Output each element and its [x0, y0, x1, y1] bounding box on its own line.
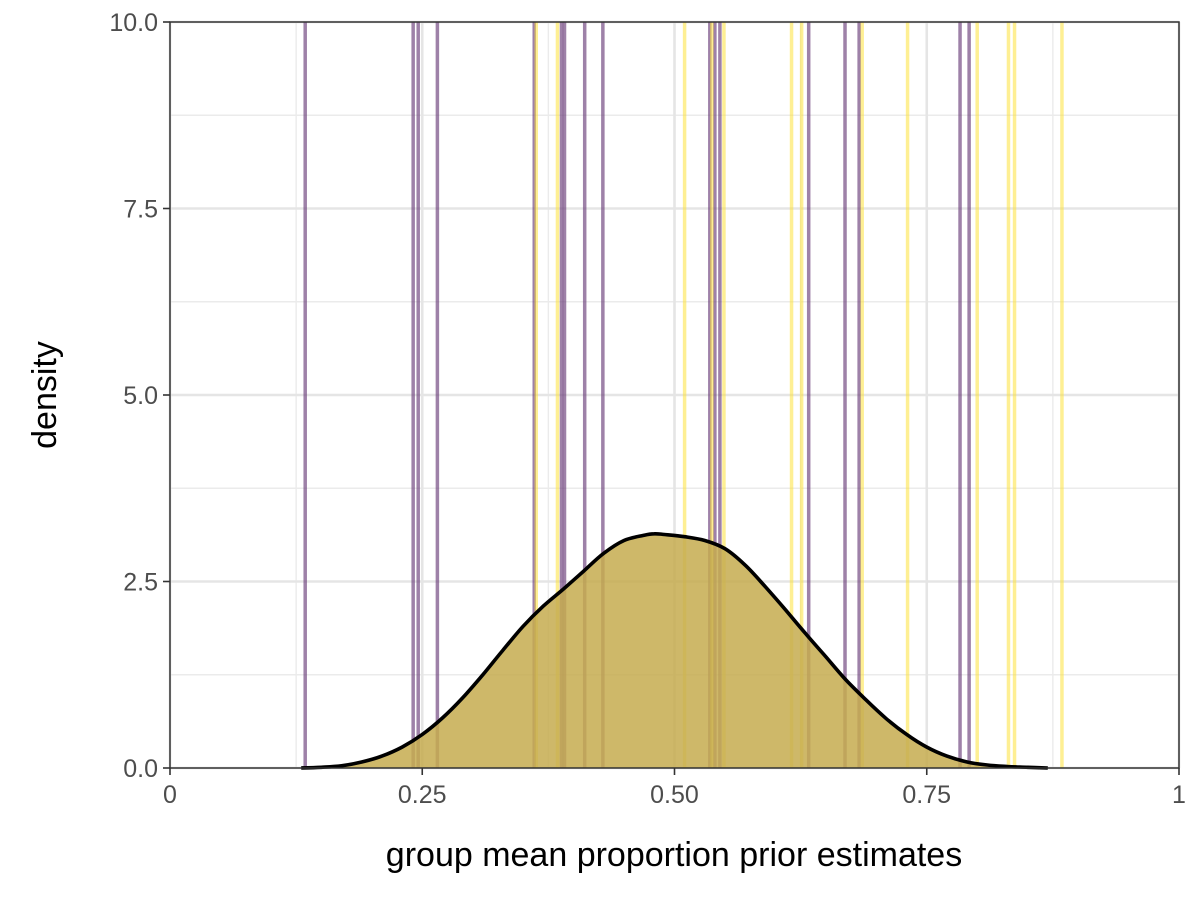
density-curve-group [301, 531, 1048, 770]
density-area [301, 533, 1048, 768]
x-tick-label: 0.50 [650, 781, 699, 809]
y-axis-title: density [26, 341, 64, 449]
x-tick-label: 0.25 [398, 781, 447, 809]
y-axis-ticks: 0.0 2.5 5.0 7.5 10.0 [109, 9, 170, 783]
y-tick-label: 7.5 [123, 196, 158, 224]
y-tick-label: 2.5 [123, 569, 158, 597]
x-axis-ticks: 0 0.25 0.50 0.75 1 [163, 768, 1186, 809]
y-tick-label: 5.0 [123, 382, 158, 410]
x-tick-label: 1 [1172, 781, 1186, 809]
x-tick-label: 0.75 [902, 781, 951, 809]
x-axis-title: group mean proportion prior estimates [386, 836, 962, 874]
y-tick-label: 0.0 [123, 755, 158, 783]
y-tick-label: 10.0 [109, 9, 158, 37]
x-tick-label: 0 [163, 781, 177, 809]
density-line [301, 531, 1048, 770]
